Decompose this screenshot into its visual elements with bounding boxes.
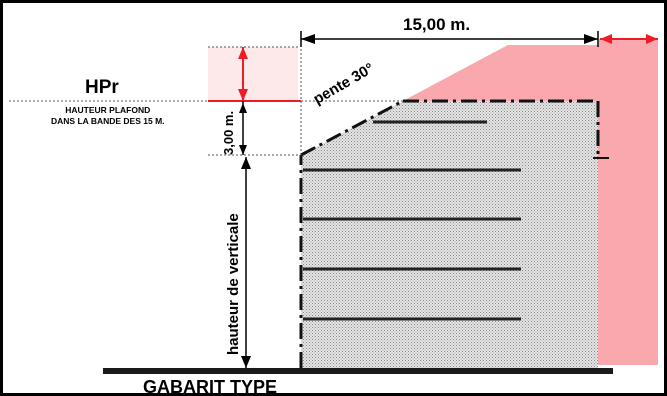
building-body [301, 101, 598, 368]
hpr-label: HPr [85, 77, 119, 98]
hpr-description: HAUTEUR PLAFOND DANS LA BANDE DES 15 M. [51, 105, 165, 127]
diagram-title: GABARIT TYPE [143, 377, 278, 396]
gabarit-drawing [9, 31, 658, 374]
gabarit-outline [299, 99, 600, 368]
hpr-description-line: DANS LA BANDE DES 15 M. [51, 116, 165, 126]
reference-lines [9, 33, 403, 156]
hpr-description-line: HAUTEUR PLAFOND [65, 105, 151, 115]
arrowhead [241, 356, 251, 368]
pink-roof-wedge [403, 45, 599, 101]
arrowhead [238, 47, 248, 59]
ground-line [103, 368, 613, 374]
span-dimension-label: 15,00 m. [403, 15, 471, 34]
arrowhead [238, 89, 248, 101]
arrowhead [239, 103, 247, 113]
arrowhead [600, 34, 612, 44]
vertical-height-label: hauteur de verticale [225, 213, 242, 355]
arrowhead [301, 34, 315, 44]
arrowhead [239, 145, 247, 155]
pink-right-band [599, 43, 658, 365]
hpr-pale-zone [208, 47, 298, 101]
three-m-label: 3,00 m. [221, 110, 236, 155]
arrowhead [584, 34, 598, 44]
arrowhead [241, 157, 251, 169]
arrowhead [646, 34, 658, 44]
